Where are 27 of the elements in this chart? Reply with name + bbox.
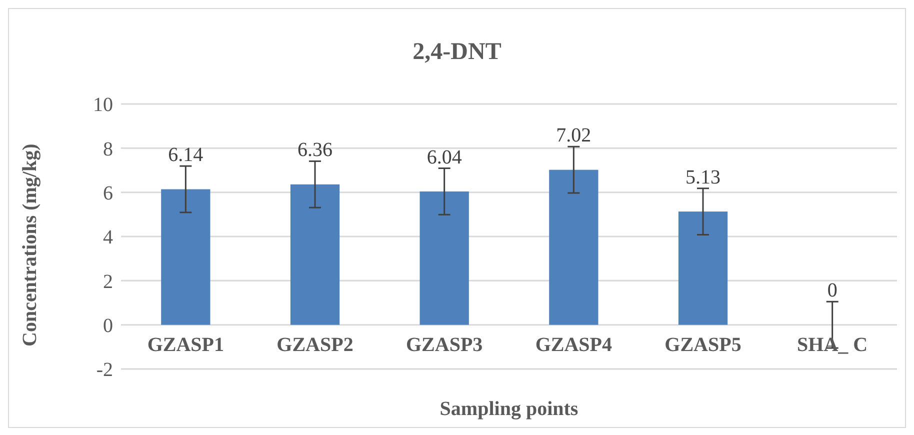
x-tick-label: GZASP5 [664,334,742,356]
y-axis-title: Concentrations (mg/kg) [19,144,42,346]
data-label: 5.13 [686,166,720,188]
y-tick-label: 2 [103,270,113,293]
y-tick-label: 6 [103,182,113,204]
x-tick-label: GZASP1 [147,334,224,356]
chart-title: 2,4-DNT [412,39,502,66]
data-label: 7.02 [556,124,592,147]
bar [549,170,598,325]
bar [290,184,340,325]
bar [678,212,728,325]
y-tick-label: 8 [103,138,113,160]
x-tick-label: SHA_ C [797,334,868,356]
data-label: 0 [827,280,838,302]
y-tick-label: -2 [96,359,113,382]
y-tick-label: 4 [103,226,113,249]
data-label: 6.14 [168,144,204,166]
bar [420,191,469,325]
x-tick-label: GZASP3 [406,334,483,356]
y-tick-label: 10 [93,94,113,116]
data-label: 6.04 [426,146,462,168]
data-label: 6.36 [298,139,332,162]
x-axis-title: Sampling points [440,398,578,420]
x-tick-label: GZASP2 [276,334,354,356]
x-tick-label: GZASP4 [535,334,612,356]
y-tick-label: 0 [103,314,113,337]
bar [161,189,210,325]
